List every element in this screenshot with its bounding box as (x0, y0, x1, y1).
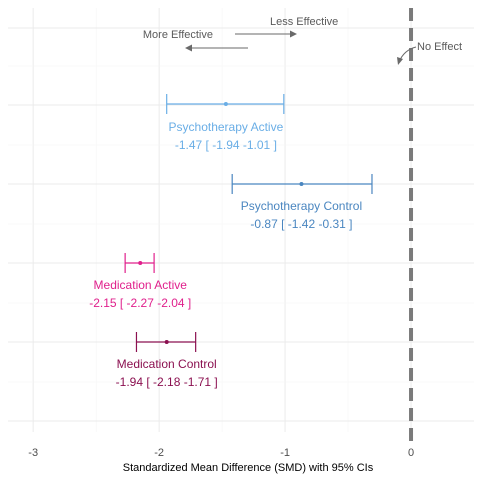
less-effective-annotation: Less Effective (270, 16, 338, 28)
estimate-row: Medication Control -1.94 [ -2.18 -1.71 ] (116, 332, 218, 389)
point-estimate (164, 340, 169, 344)
x-axis-title: Standardized Mean Difference (SMD) with … (123, 462, 374, 474)
x-tick-label: -1 (280, 447, 290, 459)
estimate-row: Psychotherapy Control -0.87 [ -1.42 -0.31… (231, 174, 373, 231)
point-estimate (223, 102, 228, 106)
no-effect-annotation: No Effect (417, 41, 462, 53)
estimate-value-label: -2.15 [ -2.27 -2.04 ] (89, 296, 191, 310)
x-tick-label: -3 (28, 447, 38, 459)
estimate-name-label: Medication Active (94, 278, 188, 292)
estimate-name-label: Psychotherapy Control (241, 199, 362, 213)
estimate-name-label: Medication Control (117, 357, 217, 371)
x-tick-label: -2 (154, 447, 164, 459)
no-effect-pointer-head (397, 57, 403, 65)
x-tick-labels: -3 -2 -1 0 (28, 447, 414, 459)
estimate-value-label: -1.47 [ -1.94 -1.01 ] (175, 138, 277, 152)
point-estimate (138, 261, 143, 265)
estimate-row: Psychotherapy Active -1.47 [ -1.94 -1.01 … (166, 94, 285, 152)
less-effective-arrowhead (290, 30, 297, 38)
point-estimate (299, 182, 304, 186)
estimate-value-label: -0.87 [ -1.42 -0.31 ] (250, 217, 352, 231)
more-effective-annotation: More Effective (143, 29, 213, 41)
estimate-value-label: -1.94 [ -2.18 -1.71 ] (116, 375, 218, 389)
x-tick-label: 0 (408, 447, 414, 459)
more-effective-arrowhead (185, 44, 192, 52)
estimate-marks: Psychotherapy Active -1.47 [ -1.94 -1.01 … (89, 94, 373, 389)
grid (8, 8, 474, 432)
estimate-name-label: Psychotherapy Active (169, 120, 284, 134)
estimate-row: Medication Active -2.15 [ -2.27 -2.04 ] (89, 253, 191, 310)
